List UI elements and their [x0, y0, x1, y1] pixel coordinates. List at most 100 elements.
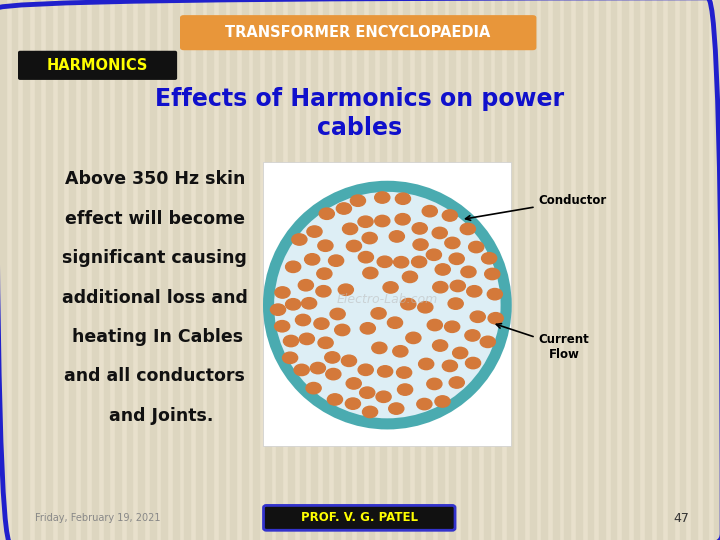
Bar	[288, 0, 294, 540]
Circle shape	[351, 195, 366, 206]
Text: PROF. V. G. PATEL: PROF. V. G. PATEL	[301, 511, 418, 524]
Circle shape	[298, 280, 313, 291]
Circle shape	[435, 264, 450, 275]
Bar	[438, 0, 444, 540]
Bar	[253, 0, 259, 540]
Bar	[553, 0, 559, 540]
Circle shape	[306, 382, 321, 394]
Circle shape	[328, 394, 343, 405]
Bar	[380, 0, 386, 540]
Circle shape	[360, 387, 375, 399]
Bar	[115, 0, 121, 540]
Circle shape	[422, 206, 437, 217]
Circle shape	[343, 223, 358, 234]
Bar	[81, 0, 86, 540]
Circle shape	[319, 208, 334, 219]
Circle shape	[445, 237, 460, 248]
Circle shape	[305, 254, 320, 265]
Circle shape	[488, 313, 503, 324]
Circle shape	[363, 267, 378, 279]
Circle shape	[485, 268, 500, 280]
Circle shape	[444, 321, 459, 333]
Bar	[138, 0, 144, 540]
Bar	[207, 0, 213, 540]
Bar	[35, 0, 40, 540]
Circle shape	[286, 299, 301, 310]
Circle shape	[360, 323, 375, 334]
Circle shape	[482, 253, 497, 264]
Text: Conductor: Conductor	[466, 194, 607, 220]
Bar	[0, 0, 6, 540]
Circle shape	[325, 352, 340, 363]
Circle shape	[328, 255, 343, 266]
Text: TRANSFORMER ENCYCLOPAEDIA: TRANSFORMER ENCYCLOPAEDIA	[225, 25, 490, 40]
Circle shape	[393, 346, 408, 357]
Ellipse shape	[269, 186, 506, 424]
Bar	[415, 0, 420, 540]
Circle shape	[358, 364, 373, 375]
Circle shape	[307, 226, 322, 237]
Bar	[645, 0, 651, 540]
Text: Electro-Lab.com: Electro-Lab.com	[337, 293, 438, 306]
Text: heating In Cables: heating In Cables	[66, 328, 243, 346]
Bar	[230, 0, 236, 540]
Bar	[323, 0, 328, 540]
Circle shape	[282, 352, 297, 363]
Bar	[263, 162, 511, 445]
Circle shape	[442, 360, 457, 372]
Circle shape	[376, 391, 391, 402]
Circle shape	[450, 280, 465, 292]
Circle shape	[377, 256, 392, 267]
Bar	[576, 0, 582, 540]
Circle shape	[427, 319, 442, 330]
Circle shape	[325, 368, 341, 380]
Bar	[703, 0, 708, 540]
Bar	[507, 0, 513, 540]
Bar	[58, 0, 63, 540]
Circle shape	[412, 256, 427, 268]
Bar	[392, 0, 397, 540]
Bar	[196, 0, 202, 540]
Circle shape	[371, 308, 386, 319]
Circle shape	[284, 335, 299, 347]
Bar	[219, 0, 225, 540]
Circle shape	[401, 299, 416, 310]
Bar	[530, 0, 536, 540]
Text: Friday, February 19, 2021: Friday, February 19, 2021	[35, 514, 160, 523]
Circle shape	[427, 378, 442, 389]
Bar	[173, 0, 179, 540]
Bar	[46, 0, 52, 540]
Bar	[357, 0, 363, 540]
Circle shape	[346, 398, 361, 409]
Circle shape	[432, 227, 447, 239]
Circle shape	[330, 308, 345, 320]
Circle shape	[314, 318, 329, 329]
Bar	[23, 0, 29, 540]
Circle shape	[362, 406, 377, 417]
Bar	[634, 0, 639, 540]
Circle shape	[395, 214, 410, 225]
FancyBboxPatch shape	[264, 505, 455, 530]
Circle shape	[435, 396, 450, 407]
Bar	[426, 0, 432, 540]
Circle shape	[461, 266, 476, 278]
Circle shape	[418, 301, 433, 313]
Circle shape	[394, 256, 409, 268]
Text: and Joints.: and Joints.	[96, 407, 213, 425]
Circle shape	[300, 333, 315, 345]
Circle shape	[336, 203, 351, 214]
Circle shape	[275, 287, 290, 298]
Circle shape	[413, 239, 428, 250]
Bar	[588, 0, 593, 540]
Circle shape	[359, 252, 374, 263]
Bar	[611, 0, 616, 540]
Circle shape	[318, 337, 333, 348]
Text: Current
Flow: Current Flow	[496, 323, 589, 361]
Bar	[657, 0, 662, 540]
Bar	[12, 0, 17, 540]
Circle shape	[412, 222, 427, 234]
Bar	[184, 0, 190, 540]
Circle shape	[460, 223, 475, 234]
Circle shape	[374, 192, 390, 203]
Bar	[69, 0, 75, 540]
